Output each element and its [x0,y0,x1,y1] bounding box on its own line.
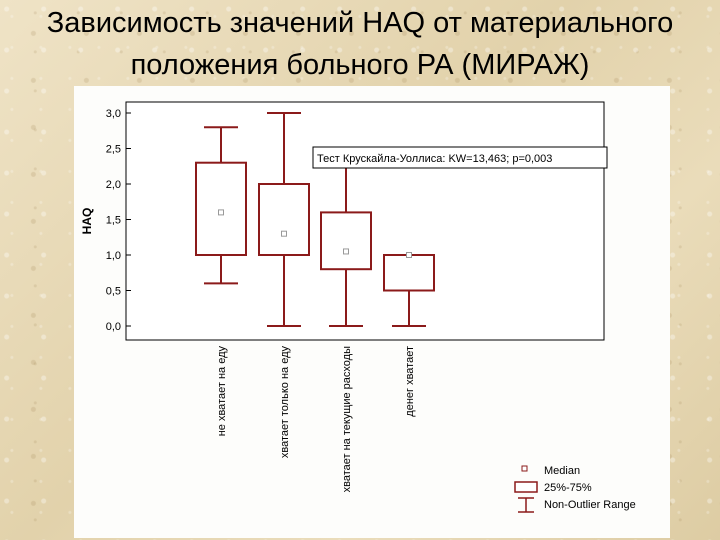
box-4 [383,252,435,327]
legend-median-marker [521,465,528,472]
box-1 [195,126,247,285]
y-tick-label: 1,0 [106,250,121,262]
iqr-box [258,183,310,256]
iqr-box [195,161,247,256]
annotation-text: Тест Крускайла-Уоллиса: KW=13,463; p=0,0… [317,153,552,165]
legend-quartiles: 25%-75% [544,482,592,494]
title-line-1: Зависимость значений HAQ от материальног… [46,7,674,39]
median-marker [343,248,349,255]
median-marker [406,252,412,258]
box-3 [320,161,372,327]
y-tick-label: 2,5 [106,144,121,156]
annotation-box: Тест Крускайла-Уоллиса: KW=13,463; p=0,0… [312,146,608,169]
chart-panel: HAQ 0,0 0,5 1,0 1,5 2,0 2,5 3,0 не хватает на … [74,86,670,538]
legend-whisker-marker [518,497,534,513]
legend-range: Non-Outlier Range [544,499,636,511]
y-tick-label: 3,0 [106,108,121,120]
category-label: денег хватает [404,346,416,417]
slide-title: Зависимость значений HAQ от материальног… [0,2,720,86]
median-marker [218,209,224,216]
legend-box-marker [514,481,538,493]
box-2 [258,112,310,327]
y-tick-label: 2,0 [106,179,121,191]
category-label: не хватает на еду [216,346,228,437]
title-line-2: положения больного РА (МИРАЖ) [130,49,590,81]
y-tick-label: 0,5 [106,286,121,298]
median-marker [281,230,287,237]
iqr-box [383,254,435,292]
iqr-box [320,211,372,271]
category-label: хватает только на еду [279,346,291,459]
category-label: хватает на текущие расходы [341,346,353,492]
y-tick-label: 1,5 [106,215,121,227]
y-tick-label: 0,0 [106,321,121,333]
legend: Median 25%-75% Non-Outlier Range [514,465,636,513]
y-axis-label: HAQ [80,208,94,235]
legend-median: Median [544,465,580,477]
boxplot-chart: HAQ 0,0 0,5 1,0 1,5 2,0 2,5 3,0 не хватает на … [80,101,636,513]
